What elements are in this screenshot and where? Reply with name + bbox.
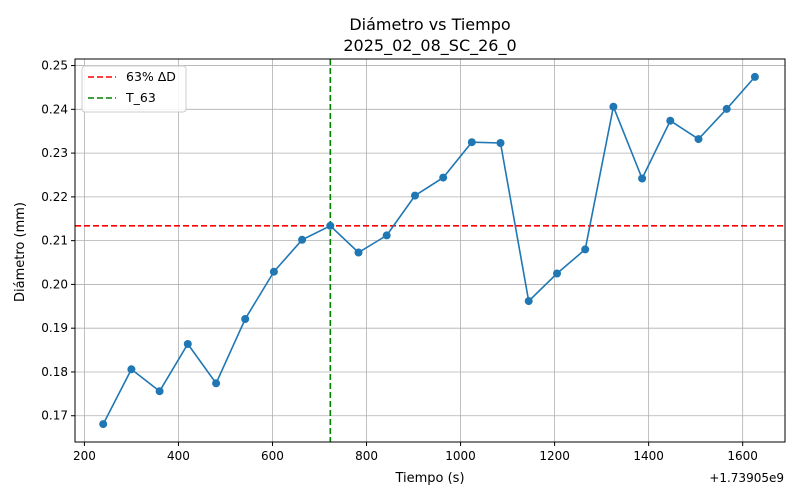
y-tick-label: 0.21 <box>41 234 68 248</box>
x-tick-label: 1600 <box>727 449 758 463</box>
reference-lines <box>75 59 785 442</box>
data-point <box>411 191 419 200</box>
data-point <box>127 365 136 374</box>
data-point <box>467 138 476 147</box>
y-tick-label: 0.22 <box>41 190 68 204</box>
data-point <box>524 297 533 306</box>
data-point <box>382 231 391 240</box>
data-point <box>722 104 731 113</box>
data-point <box>750 72 759 81</box>
data-point <box>666 116 675 125</box>
data-point <box>212 379 221 388</box>
y-tick-label: 0.17 <box>41 409 68 423</box>
y-tick-label: 0.20 <box>41 277 68 291</box>
data-point <box>609 102 618 111</box>
legend-label-t63: T_63 <box>125 90 156 105</box>
x-tick-label: 1400 <box>633 449 664 463</box>
data-point <box>155 387 164 396</box>
legend-label-63-delta-d: 63% ΔD <box>126 69 176 84</box>
data-point <box>326 221 335 230</box>
series-line <box>102 76 756 425</box>
data-point <box>241 315 250 323</box>
data-point <box>638 174 647 183</box>
data-point <box>694 135 703 144</box>
legend: 63% ΔD T_63 <box>81 65 187 113</box>
x-tick-label: 800 <box>355 449 378 463</box>
data-point <box>496 139 505 147</box>
x-tick-label: 400 <box>167 449 190 463</box>
y-tick-label: 0.18 <box>41 365 68 379</box>
data-point <box>99 420 108 429</box>
chart-subtitle: 2025_02_08_SC_26_0 <box>343 36 516 56</box>
plot-frame <box>74 58 786 443</box>
grid <box>75 59 785 442</box>
data-point <box>439 173 448 182</box>
y-tick-label: 0.25 <box>41 59 68 73</box>
x-offset-label: +1.73905e9 <box>709 471 784 485</box>
y-tick-label: 0.19 <box>41 321 68 335</box>
data-point <box>269 267 278 276</box>
data-series <box>99 72 759 429</box>
chart-title: Diámetro vs Tiempo <box>349 15 510 34</box>
data-point <box>553 269 561 278</box>
y-axis-label: Diámetro (mm) <box>13 202 28 302</box>
data-point <box>354 248 363 257</box>
x-axis-label: Tiempo (s) <box>394 471 464 486</box>
x-tick-label: 1200 <box>539 449 570 463</box>
x-tick-label: 200 <box>73 449 96 463</box>
data-point <box>298 235 307 244</box>
axis-ticks: 200 400 600 800 1000 1200 1400 1600 0.17 0.18 0.19… <box>41 59 758 463</box>
y-tick-label: 0.24 <box>41 102 68 116</box>
x-tick-label: 1000 <box>445 449 476 463</box>
y-tick-label: 0.23 <box>41 146 68 160</box>
data-point <box>581 245 590 254</box>
data-point <box>183 340 192 348</box>
x-tick-label: 600 <box>261 449 284 463</box>
